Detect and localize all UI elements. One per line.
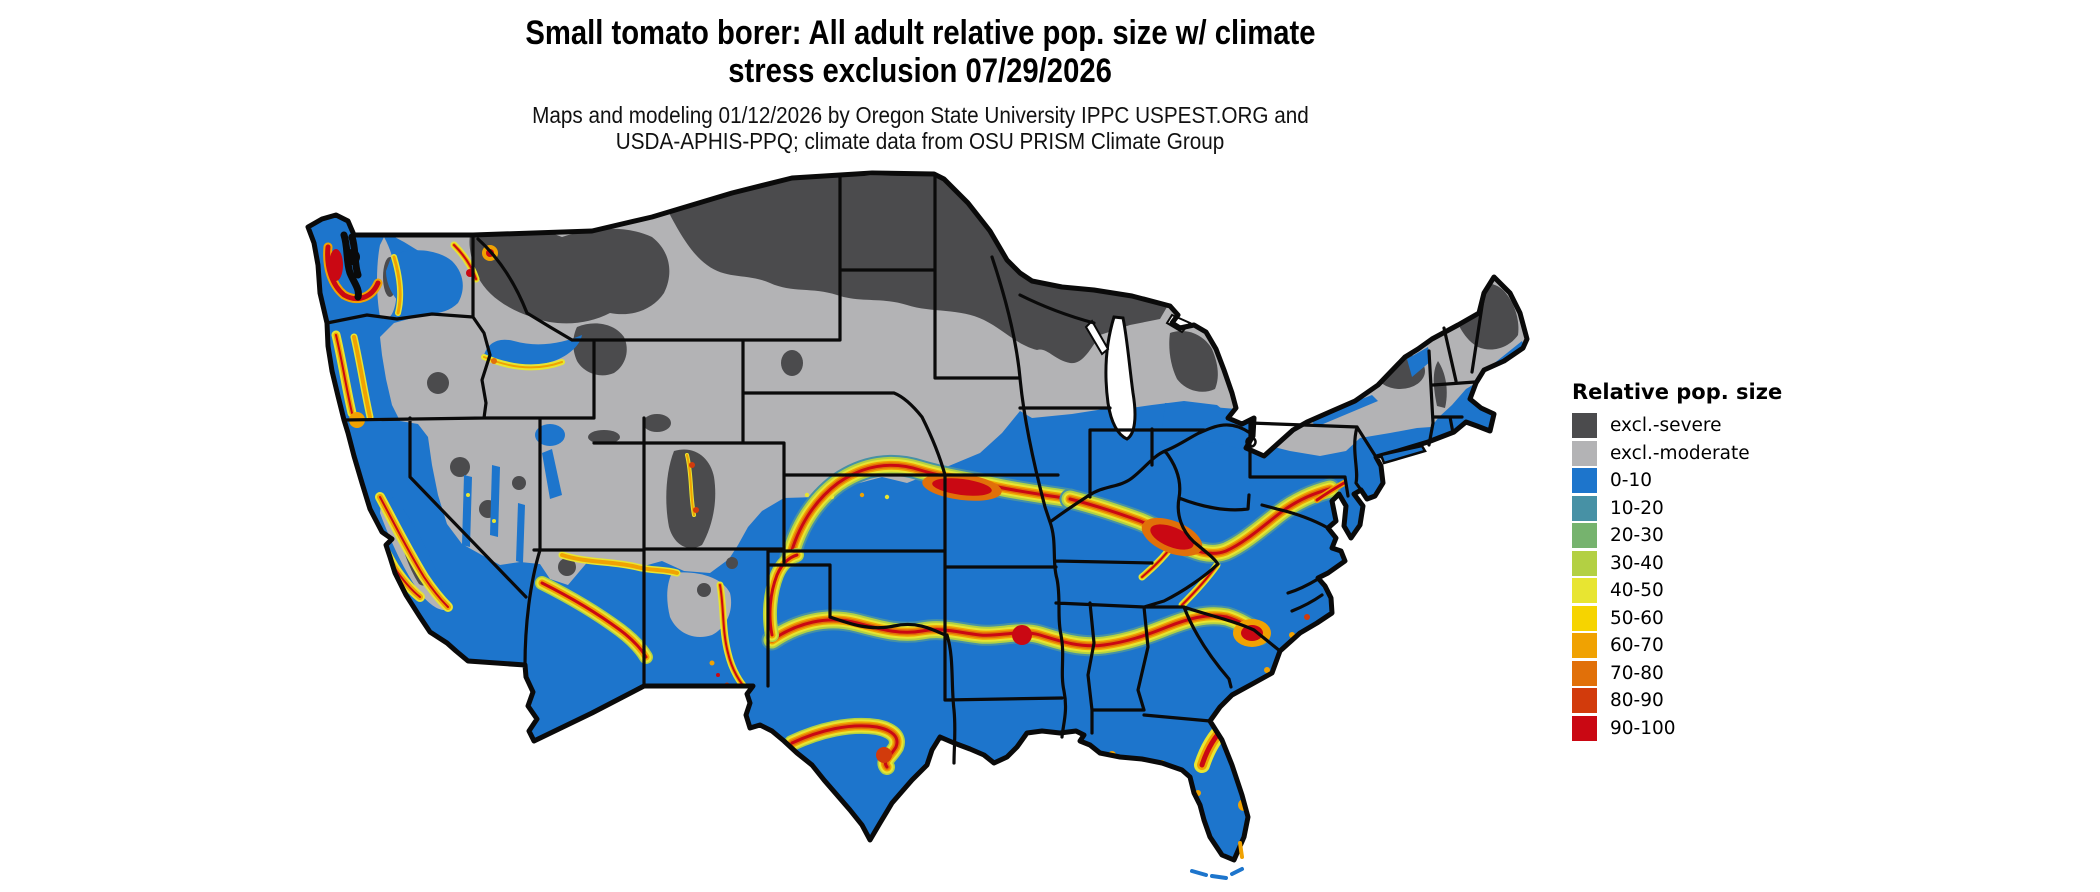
legend-label: 60-70 [1610, 635, 1664, 656]
header: Small tomato borer: All adult relative p… [0, 14, 1840, 154]
legend-item-40-50: 40-50 [1572, 578, 1832, 603]
legend-label: 70-80 [1610, 662, 1664, 684]
legend-item-excl.-moderate: excl.-moderate [1572, 440, 1832, 466]
legend-label: excl.-moderate [1610, 442, 1750, 464]
subtitle-line2-text: USDA-APHIS-PPQ; climate data from OSU PR… [615, 128, 1225, 154]
legend-label: 80-90 [1610, 690, 1664, 711]
state-borders [325, 173, 1486, 765]
legend-swatch [1572, 660, 1597, 686]
page-title-line2: stress exclusion 07/29/2026 [0, 52, 1840, 90]
legend-label: 20-30 [1610, 525, 1664, 546]
legend-label: 50-60 [1610, 607, 1664, 629]
page-title-line1-text: Small tomato borer: All adult relative p… [524, 14, 1316, 52]
legend-rows: excl.-severe excl.-moderate 0-10 10-20 20-30… [1572, 413, 1832, 741]
subtitle-line1: Maps and modeling 01/12/2026 by Oregon S… [0, 102, 1840, 128]
legend-label: 40-50 [1610, 580, 1664, 601]
puget-sound [340, 231, 362, 301]
legend-item-90-100: 90-100 [1572, 715, 1832, 741]
page-title-line2-text: stress exclusion 07/29/2026 [728, 52, 1112, 90]
florida-keys [1190, 841, 1244, 880]
legend-swatch [1572, 413, 1597, 438]
long-island [1379, 444, 1427, 465]
legend-swatch [1572, 523, 1597, 548]
us-map [305, 170, 1530, 880]
legend-item-80-90: 80-90 [1572, 688, 1832, 713]
legend-item-excl.-severe: excl.-severe [1572, 413, 1832, 438]
subtitle-line1-text: Maps and modeling 01/12/2026 by Oregon S… [531, 102, 1309, 128]
legend-item-70-80: 70-80 [1572, 660, 1832, 686]
legend: Relative pop. size excl.-severe excl.-mod… [1572, 380, 1832, 743]
legend-swatch [1572, 688, 1597, 713]
page-title-line1: Small tomato borer: All adult relative p… [0, 14, 1840, 52]
legend-swatch [1572, 605, 1597, 631]
legend-label: excl.-severe [1610, 415, 1722, 436]
legend-item-30-40: 30-40 [1572, 550, 1832, 576]
legend-label: 90-100 [1610, 717, 1676, 739]
legend-item-20-30: 20-30 [1572, 523, 1832, 548]
legend-swatch [1572, 715, 1597, 741]
legend-label: 10-20 [1610, 497, 1664, 519]
legend-swatch [1572, 633, 1597, 658]
legend-item-10-20: 10-20 [1572, 495, 1832, 521]
legend-item-0-10: 0-10 [1572, 468, 1832, 493]
map-container [232, 165, 1542, 892]
legend-swatch [1572, 550, 1597, 576]
subtitle-line2: USDA-APHIS-PPQ; climate data from OSU PR… [0, 128, 1840, 154]
gray-patch-nm [667, 572, 732, 637]
legend-swatch [1572, 495, 1597, 521]
green-bay [1084, 319, 1110, 356]
legend-title: Relative pop. size [1572, 380, 1783, 404]
legend-swatch [1572, 578, 1597, 603]
nation-outline [305, 170, 1530, 863]
legend-swatch [1572, 468, 1597, 493]
lake-michigan [1104, 315, 1137, 441]
legend-label: 30-40 [1610, 552, 1664, 574]
legend-item-60-70: 60-70 [1572, 633, 1832, 658]
legend-swatch [1572, 440, 1597, 466]
legend-label: 0-10 [1610, 470, 1652, 491]
legend-item-50-60: 50-60 [1572, 605, 1832, 631]
